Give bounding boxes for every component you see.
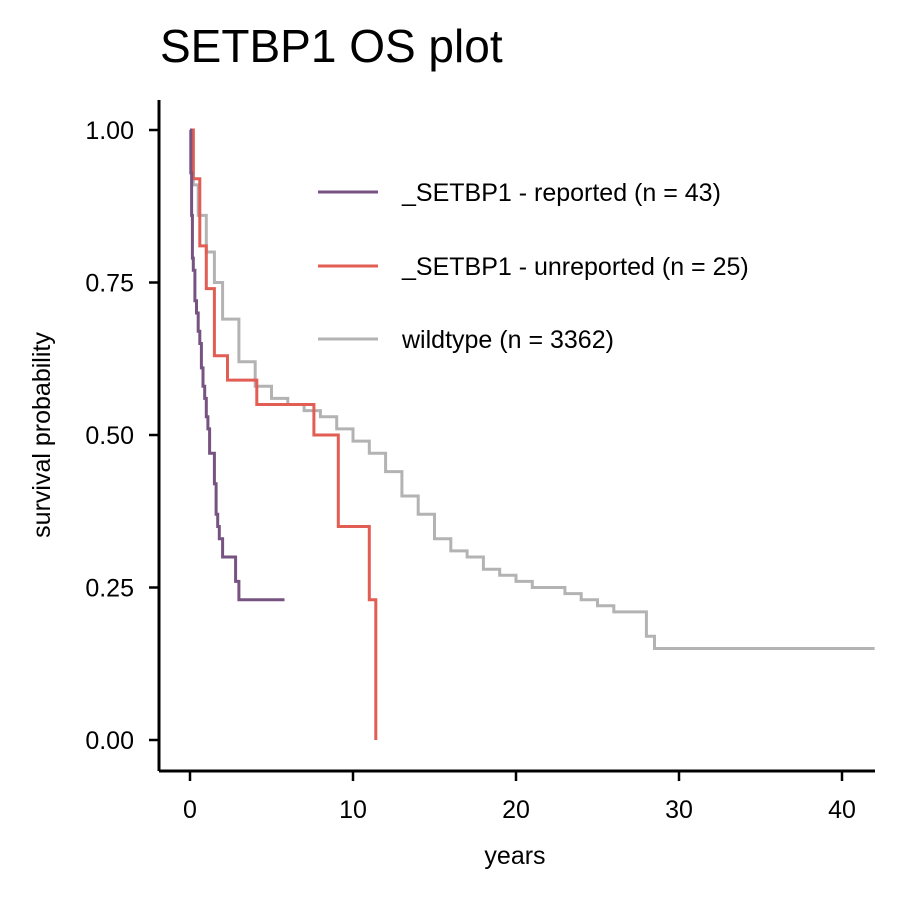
legend-label-2: wildtype (n = 3362) xyxy=(401,326,614,354)
series-line-0 xyxy=(189,128,285,602)
legend-label-0: _SETBP1 - reported (n = 43) xyxy=(401,179,721,207)
series-line-1 xyxy=(190,128,378,740)
series-line-2 xyxy=(190,128,875,650)
y-tick-label: 0.00 xyxy=(85,727,134,755)
y-tick-label: 1.00 xyxy=(85,117,134,145)
y-tick-label: 0.50 xyxy=(85,422,134,450)
y-axis-title: survival probability xyxy=(28,332,56,538)
x-tick-label: 0 xyxy=(183,796,197,824)
legend-label-1: _SETBP1 - unreported (n = 25) xyxy=(401,253,749,281)
x-tick-label: 20 xyxy=(502,796,530,824)
y-tick-label: 0.75 xyxy=(85,270,134,298)
chart-title: SETBP1 OS plot xyxy=(160,20,503,72)
x-tick-label: 30 xyxy=(665,796,693,824)
x-tick-label: 10 xyxy=(339,796,367,824)
y-ticks: 0.00 0.25 0.50 0.75 1.00 xyxy=(85,117,159,755)
x-axis-title: years xyxy=(484,842,545,870)
x-ticks: 0 10 20 30 40 xyxy=(183,771,856,824)
survival-curves xyxy=(189,128,875,740)
y-tick-label: 0.25 xyxy=(85,575,134,603)
legend: _SETBP1 - reported (n = 43) _SETBP1 - unr… xyxy=(318,179,749,354)
x-tick-label: 40 xyxy=(828,796,856,824)
